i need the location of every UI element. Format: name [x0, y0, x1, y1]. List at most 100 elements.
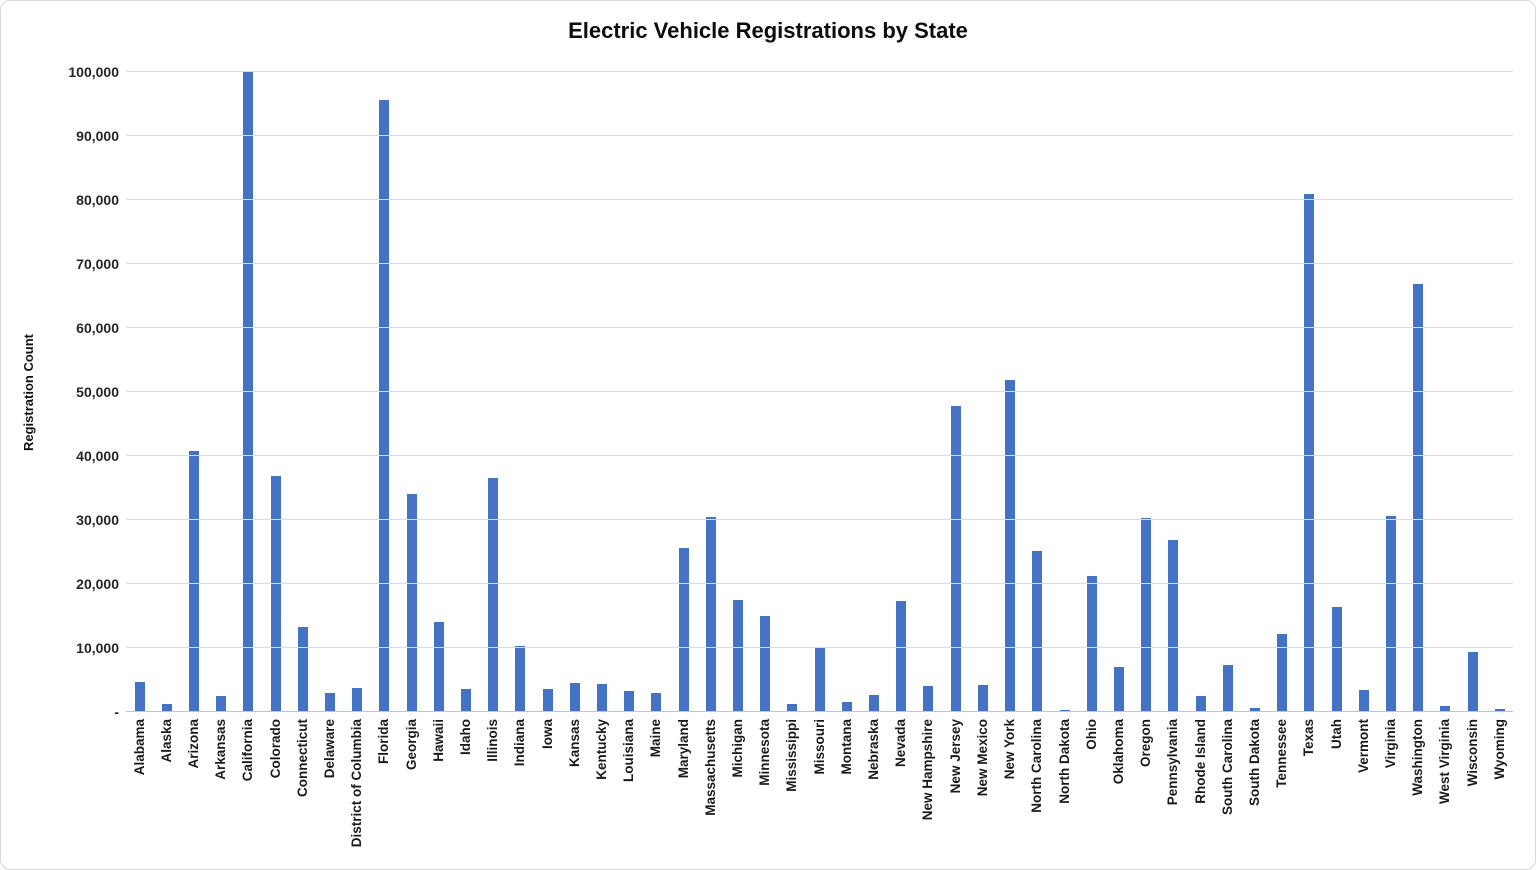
bar-indiana [515, 645, 526, 712]
bar-cell [1323, 72, 1350, 712]
plot-area [126, 71, 1513, 712]
x-label-cell: New Jersey [942, 719, 969, 847]
bar-cell [915, 72, 942, 712]
bar-cell [534, 72, 561, 712]
x-tick-label: Kansas [566, 719, 582, 768]
x-label-cell: Indiana [507, 719, 534, 847]
x-label-cell: Missouri [806, 719, 833, 847]
bar-california [243, 72, 254, 712]
bar-cell [806, 72, 833, 712]
bar-cell [344, 72, 371, 712]
y-tick-label: - [114, 704, 119, 720]
x-tick-label: North Dakota [1056, 719, 1072, 804]
x-label-cell: North Dakota [1051, 719, 1078, 847]
bar-cell [616, 72, 643, 712]
bar-north-carolina [1032, 550, 1043, 712]
gridline [126, 71, 1513, 72]
bar-cell [588, 72, 615, 712]
bar-south-dakota [1249, 707, 1260, 712]
bar-louisiana [624, 691, 635, 712]
bar-cell [888, 72, 915, 712]
x-tick-label: Indiana [512, 719, 528, 767]
x-label-cell: Montana [833, 719, 860, 847]
bar-nevada [896, 600, 907, 712]
bar-alaska [161, 703, 172, 712]
x-tick-label: West Virginia [1437, 719, 1453, 805]
y-tick-label: 40,000 [76, 448, 119, 464]
x-label-cell: Nebraska [860, 719, 887, 847]
x-tick-label: South Carolina [1219, 719, 1235, 816]
x-tick-label: Washington [1410, 719, 1426, 796]
bar-cell [1187, 72, 1214, 712]
bar-georgia [406, 494, 417, 712]
x-tick-label: Hawaii [430, 719, 446, 762]
gridline [126, 327, 1513, 328]
gridline [126, 583, 1513, 584]
bar-cell [697, 72, 724, 712]
bar-colorado [270, 475, 281, 712]
bar-michigan [733, 600, 744, 712]
bar-cell [425, 72, 452, 712]
x-label-cell: Mississippi [779, 719, 806, 847]
bar-kansas [569, 682, 580, 712]
x-label-cell: Connecticut [289, 719, 316, 847]
bar-cell [1377, 72, 1404, 712]
bar-ohio [1086, 576, 1097, 712]
bar-connecticut [297, 626, 308, 712]
x-label-cell: Hawaii [425, 719, 452, 847]
x-label-cell: Wyoming [1486, 719, 1513, 847]
x-tick-label: New Mexico [974, 719, 990, 797]
x-tick-label: South Dakota [1246, 719, 1262, 807]
x-tick-label: Oklahoma [1110, 719, 1126, 785]
gridline [126, 199, 1513, 200]
x-label-cell: West Virginia [1432, 719, 1459, 847]
bar-cell [860, 72, 887, 712]
x-label-cell: Idaho [452, 719, 479, 847]
x-axis-labels: Alabama Alaska Arizona Arkansas California Co… [126, 719, 1513, 847]
bar-arizona [189, 451, 199, 712]
x-label-cell: Virginia [1377, 719, 1404, 847]
y-tick-label: 20,000 [76, 576, 119, 592]
x-tick-label: Minnesota [757, 719, 773, 786]
x-tick-label: Montana [838, 719, 854, 775]
bar-maryland [678, 547, 689, 712]
x-label-cell: South Carolina [1214, 719, 1241, 847]
bar-cell [1269, 72, 1296, 712]
x-tick-label: Kentucky [594, 719, 610, 780]
bar-maine [651, 693, 662, 712]
x-axis-line [126, 711, 1513, 712]
x-tick-label: Mississippi [784, 719, 800, 792]
x-tick-label: Wyoming [1491, 719, 1507, 780]
bar-massachusetts [705, 517, 716, 712]
x-tick-label: Oregon [1138, 719, 1154, 768]
x-tick-label: Illinois [485, 719, 501, 762]
y-tick-label: 80,000 [76, 192, 119, 208]
bar-new-york [1005, 380, 1016, 712]
bar-cell [398, 72, 425, 712]
bar-cell [1296, 72, 1323, 712]
bar-hawaii [433, 621, 444, 712]
bar-cell [480, 72, 507, 712]
bar-cell [452, 72, 479, 712]
bar-iowa [542, 688, 553, 712]
x-label-cell: Vermont [1350, 719, 1377, 847]
x-tick-label: New Hampshire [920, 719, 936, 821]
x-tick-label: Missouri [811, 719, 827, 775]
bar-cell [670, 72, 697, 712]
x-tick-label: Wisconsin [1464, 719, 1480, 787]
x-tick-label: Rhode Island [1192, 719, 1208, 804]
bar-rhode-island [1195, 695, 1206, 712]
x-label-cell: Massachusetts [697, 719, 724, 847]
bar-cell [371, 72, 398, 712]
x-label-cell: Kentucky [588, 719, 615, 847]
x-tick-label: District of Columbia [349, 719, 365, 848]
x-label-cell: Iowa [534, 719, 561, 847]
bar-kentucky [597, 684, 608, 712]
x-label-cell: Arizona [180, 719, 207, 847]
bar-cell [1241, 72, 1268, 712]
x-label-cell: Kansas [561, 719, 588, 847]
x-label-cell: North Carolina [1024, 719, 1051, 847]
x-label-cell: Delaware [316, 719, 343, 847]
x-label-cell: Georgia [398, 719, 425, 847]
bar-cell [262, 72, 289, 712]
